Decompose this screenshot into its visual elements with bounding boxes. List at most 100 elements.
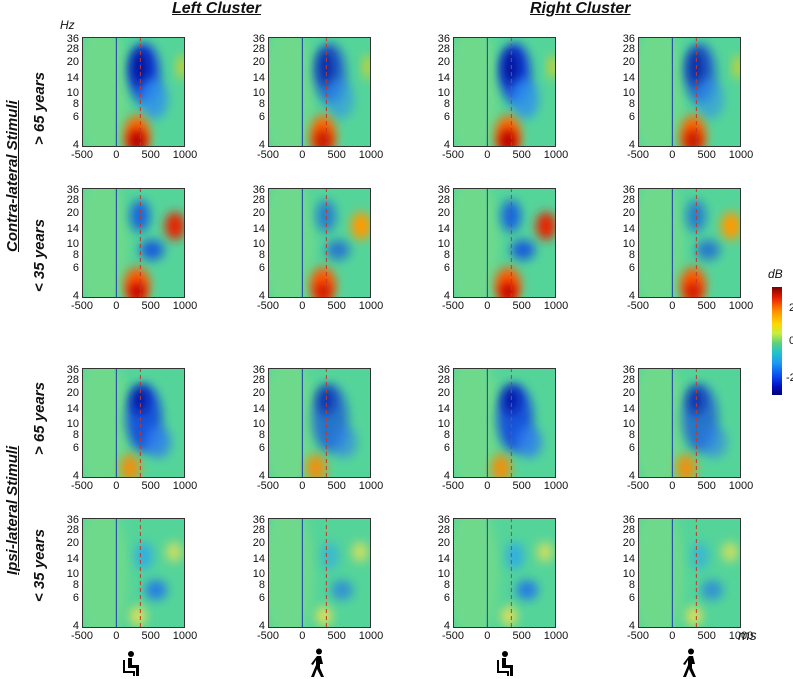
y-tick-label: 28 [252, 194, 265, 207]
y-tick-label: 28 [622, 524, 635, 537]
x-tick-label: 0 [669, 480, 676, 492]
y-tick-label: 36 [66, 184, 79, 197]
y-tick-label: 20 [66, 207, 79, 220]
heatmap-panel [638, 518, 741, 628]
y-tick-label: 36 [437, 364, 450, 377]
y-tick-label: 6 [628, 592, 635, 605]
y-tick-label: 14 [437, 222, 450, 235]
y-tick-label: 20 [252, 387, 265, 400]
heatmap-panel [638, 37, 741, 147]
heatmap-panel [268, 188, 371, 298]
y-tick-label: 6 [72, 592, 79, 605]
y-tick-label: 4 [628, 469, 635, 482]
y-tick-label: 8 [628, 429, 635, 442]
y-tick-label: 4 [628, 619, 635, 632]
right-cluster-title: Right Cluster [530, 0, 631, 17]
heatmap-panel [268, 37, 371, 147]
y-tick-label: 4 [443, 289, 450, 302]
y-tick-label: 14 [252, 71, 265, 84]
y-tick-label: 4 [628, 289, 635, 302]
x-tick-label: -500 [256, 149, 280, 161]
x-tick-label: 500 [512, 300, 531, 312]
x-tick-label: 500 [697, 300, 716, 312]
y-tick-label: 36 [66, 33, 79, 46]
y-tick-label: 36 [252, 184, 265, 197]
heatmap-panel [268, 518, 371, 628]
y-tick-label: 14 [66, 71, 79, 84]
y-tick-label: 36 [252, 514, 265, 527]
y-tick-label: 6 [258, 592, 265, 605]
y-tick-label: 8 [628, 579, 635, 592]
x-tick-label: 1000 [728, 630, 754, 642]
x-tick-label: 1000 [543, 480, 569, 492]
y-tick-label: 10 [622, 418, 635, 431]
y-tick-label: 8 [628, 98, 635, 111]
y-tick-label: 10 [66, 568, 79, 581]
x-tick-label: 0 [113, 630, 120, 642]
heatmap-panel [453, 37, 556, 147]
y-tick-label: 4 [72, 619, 79, 632]
y-tick-label: 28 [66, 374, 79, 387]
y-tick-label: 8 [443, 429, 450, 442]
heatmap-panel [82, 518, 185, 628]
y-tick-label: 6 [443, 111, 450, 124]
y-tick-label: 10 [66, 87, 79, 100]
x-tick-label: 500 [141, 300, 160, 312]
y-tick-label: 28 [622, 374, 635, 387]
y-tick-label: 36 [622, 33, 635, 46]
colorbar [772, 287, 782, 395]
x-tick-label: 500 [697, 149, 716, 161]
heatmap-panel [82, 37, 185, 147]
y-tick-label: 20 [66, 537, 79, 550]
x-tick-label: 0 [299, 630, 306, 642]
y-tick-label: 28 [66, 524, 79, 537]
y-tick-label: 10 [252, 568, 265, 581]
x-tick-label: 1000 [728, 480, 754, 492]
y-tick-label: 28 [252, 374, 265, 387]
y-tick-label: 8 [628, 249, 635, 262]
x-tick-label: 1000 [543, 630, 569, 642]
y-tick-label: 4 [72, 289, 79, 302]
x-tick-label: 0 [484, 630, 491, 642]
y-tick-label: 20 [66, 56, 79, 69]
x-tick-label: 500 [512, 480, 531, 492]
x-tick-label: 0 [484, 480, 491, 492]
y-unit-label: Hz [60, 18, 75, 32]
y-tick-label: 14 [622, 402, 635, 415]
y-tick-label: 20 [252, 537, 265, 550]
x-tick-label: 500 [697, 630, 716, 642]
y-tick-label: 20 [622, 56, 635, 69]
y-tick-label: 14 [66, 552, 79, 565]
x-tick-label: 500 [141, 630, 160, 642]
x-tick-label: 0 [113, 300, 120, 312]
x-tick-label: 0 [669, 300, 676, 312]
y-tick-label: 4 [443, 138, 450, 151]
y-tick-label: 4 [72, 469, 79, 482]
y-tick-label: 28 [66, 194, 79, 207]
y-tick-label: 10 [252, 238, 265, 251]
y-tick-label: 20 [622, 387, 635, 400]
x-tick-label: -500 [626, 480, 650, 492]
y-tick-label: 10 [622, 87, 635, 100]
ipsi-lateral-label: Ipsi-lateral Stimuli [4, 445, 21, 575]
y-tick-label: 10 [622, 568, 635, 581]
x-tick-label: 1000 [543, 300, 569, 312]
y-tick-label: 20 [622, 207, 635, 220]
x-tick-label: 0 [299, 480, 306, 492]
y-tick-label: 36 [622, 184, 635, 197]
y-tick-label: 4 [258, 138, 265, 151]
x-tick-label: 0 [299, 149, 306, 161]
y-tick-label: 10 [622, 238, 635, 251]
y-tick-label: 6 [258, 442, 265, 455]
colorbar-tick-0: 0 [789, 335, 793, 347]
x-tick-label: -500 [70, 300, 94, 312]
y-tick-label: 4 [258, 469, 265, 482]
x-tick-label: -500 [441, 300, 465, 312]
y-tick-label: 10 [437, 418, 450, 431]
y-tick-label: 28 [437, 43, 450, 56]
x-tick-label: -500 [441, 630, 465, 642]
row-label-4: < 35 years [31, 529, 48, 602]
row-label-2: < 35 years [31, 219, 48, 292]
x-tick-label: 0 [484, 149, 491, 161]
y-tick-label: 10 [66, 418, 79, 431]
